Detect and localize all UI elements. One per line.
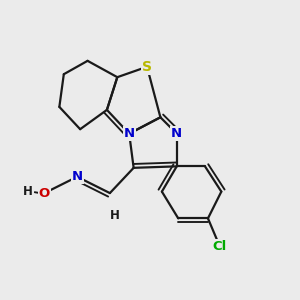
- Text: S: S: [142, 60, 152, 74]
- Text: Cl: Cl: [213, 240, 227, 253]
- Text: N: N: [72, 170, 83, 183]
- Text: H: H: [110, 209, 119, 222]
- Text: H: H: [23, 185, 33, 198]
- Text: N: N: [124, 127, 135, 140]
- Text: O: O: [39, 187, 50, 200]
- Text: N: N: [171, 127, 182, 140]
